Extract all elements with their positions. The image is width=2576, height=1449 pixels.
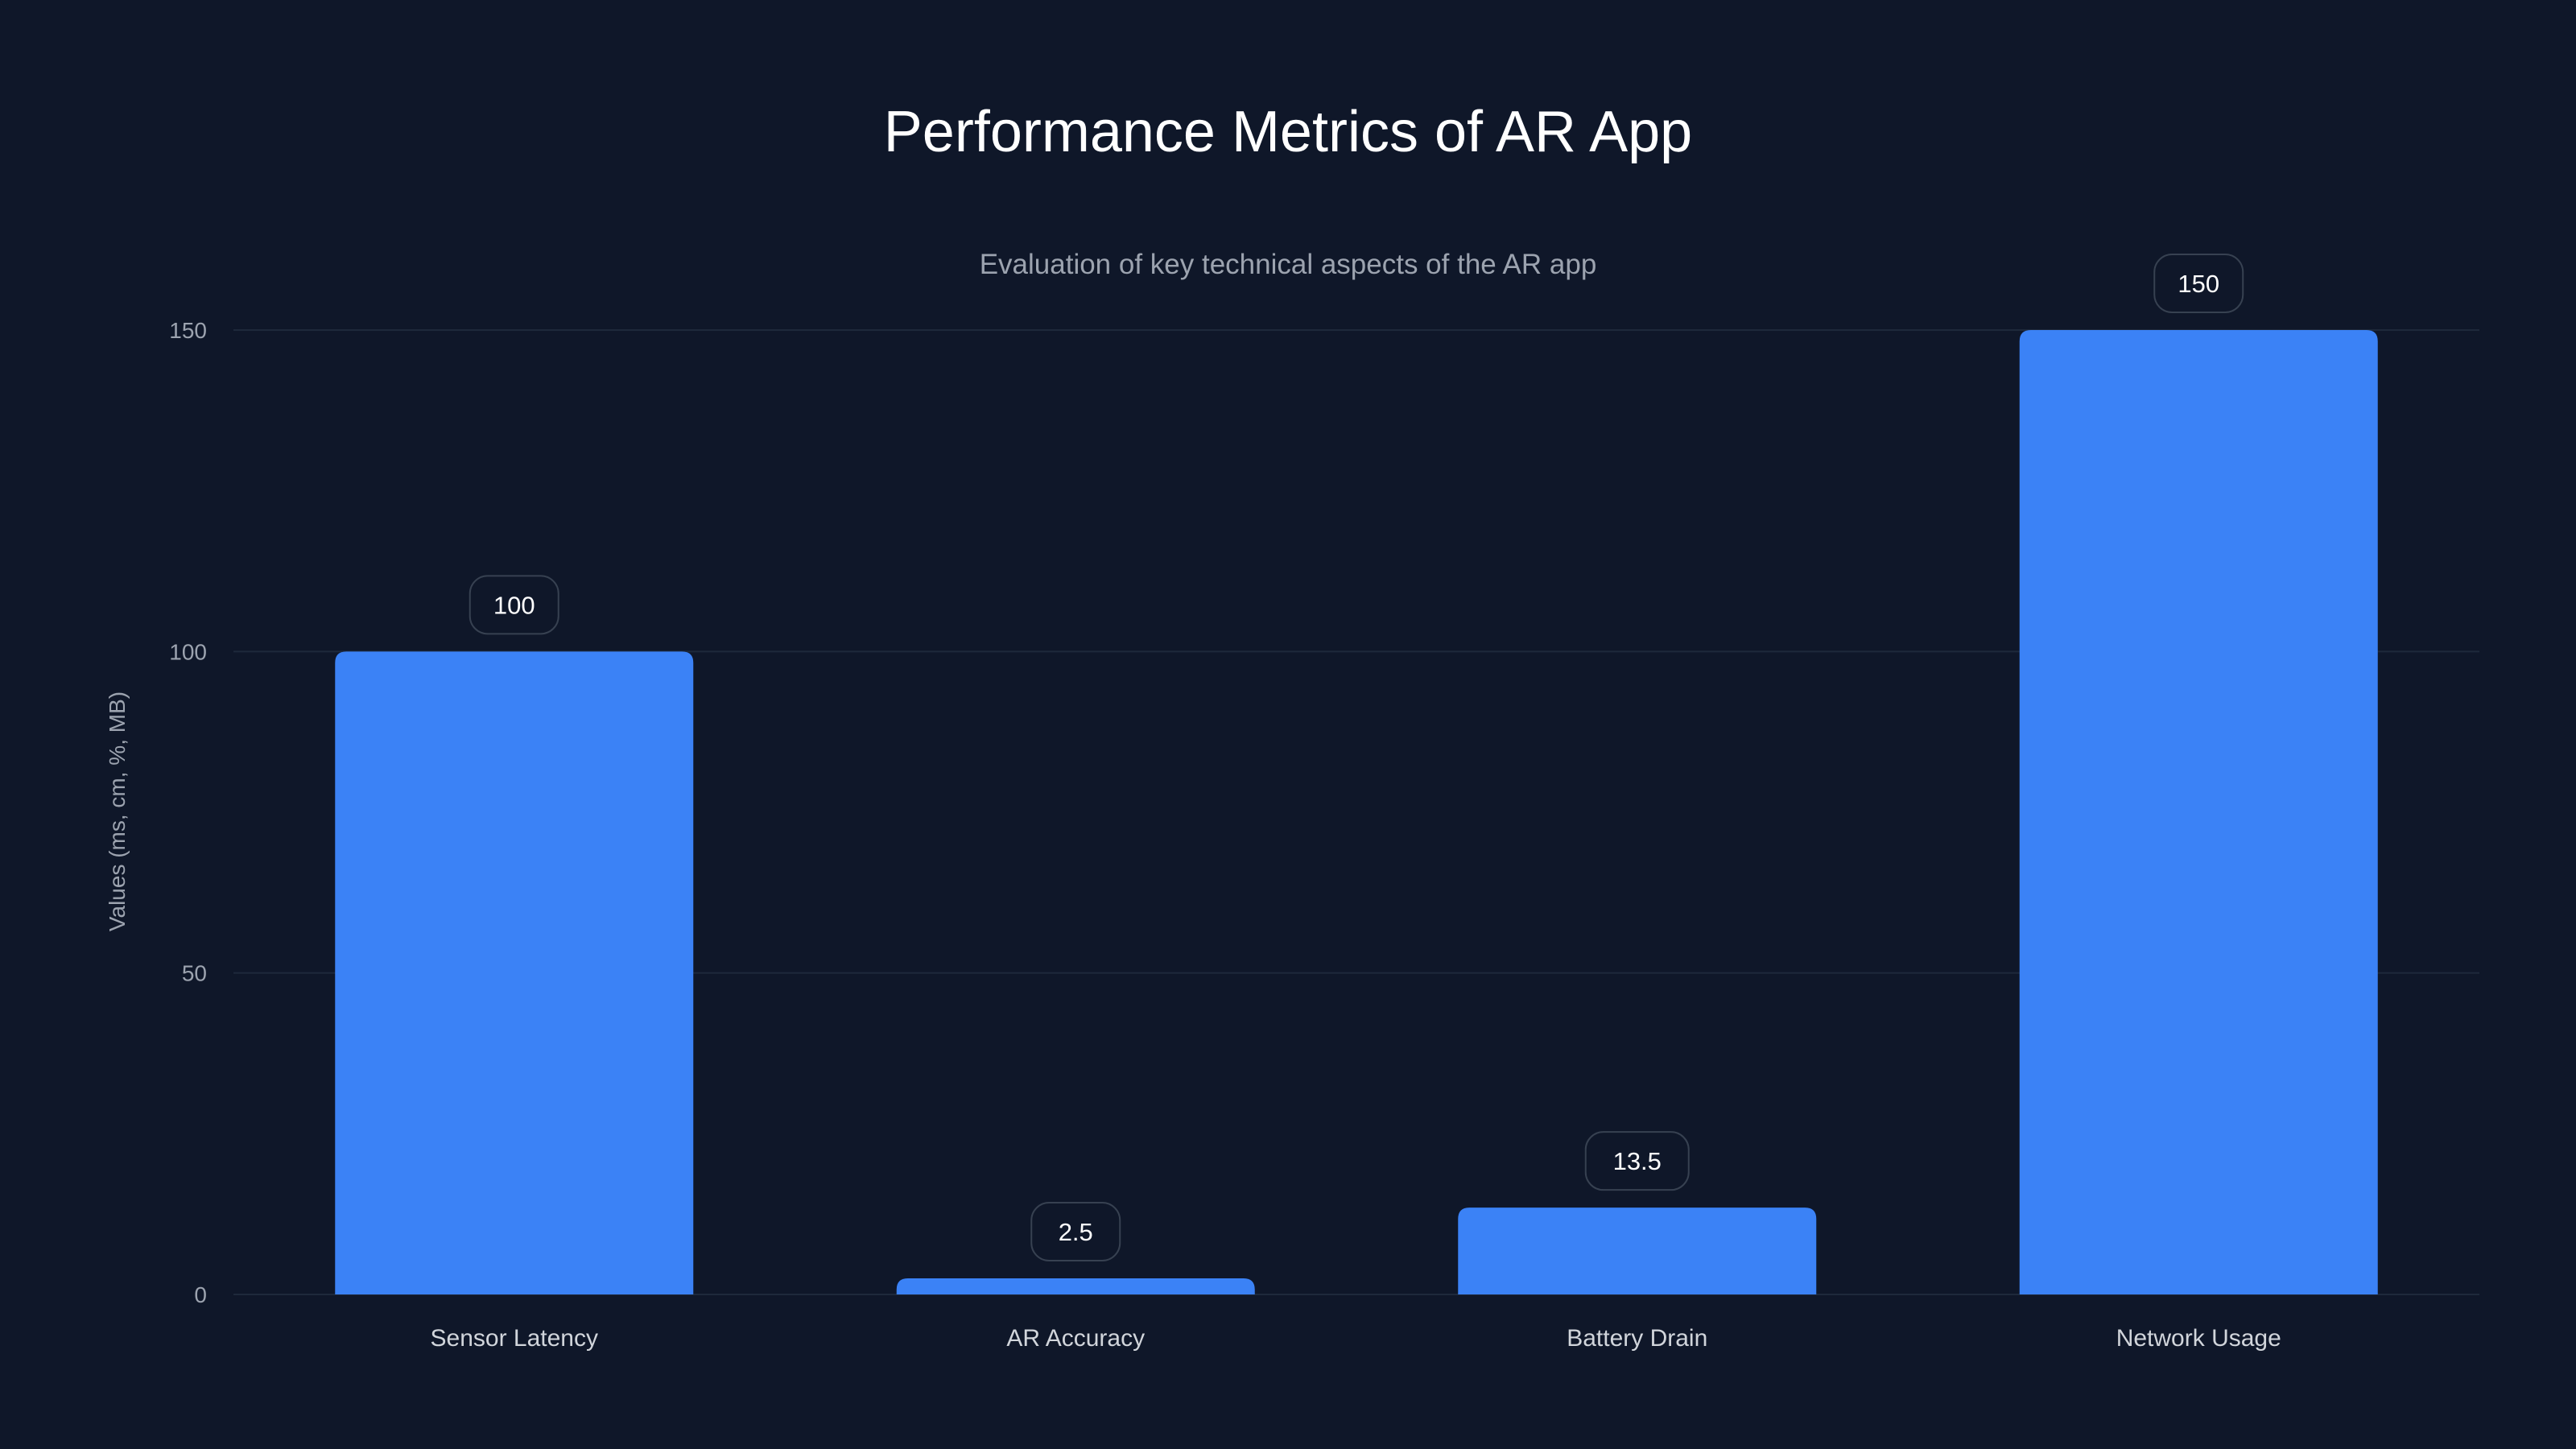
chart-subtitle: Evaluation of key technical aspects of t…	[980, 249, 1597, 280]
y-tick-label: 50	[182, 961, 207, 986]
x-tick-label: Network Usage	[2116, 1325, 2281, 1352]
bar	[896, 1278, 1255, 1294]
data-label: 150	[2178, 270, 2219, 298]
data-label-box	[2153, 254, 2244, 313]
bar	[2019, 330, 2378, 1294]
y-tick-label: 0	[194, 1282, 207, 1307]
bar	[335, 651, 694, 1294]
y-tick-label: 100	[169, 639, 207, 664]
data-label: 13.5	[1613, 1147, 1662, 1175]
data-label: 2.5	[1059, 1218, 1093, 1246]
chart-title: Performance Metrics of AR App	[884, 100, 1692, 164]
y-axis-title: Values (ms, cm, %, MB)	[105, 691, 130, 931]
data-label-box	[469, 575, 559, 635]
x-tick-label: AR Accuracy	[1006, 1325, 1145, 1352]
data-label-box	[1030, 1202, 1121, 1262]
data-label-box	[1584, 1131, 1690, 1191]
bar	[1458, 1208, 1817, 1294]
x-tick-label: Sensor Latency	[431, 1325, 598, 1352]
y-tick-label: 150	[169, 318, 207, 343]
data-label: 100	[493, 591, 535, 619]
x-tick-label: Battery Drain	[1567, 1325, 1707, 1352]
